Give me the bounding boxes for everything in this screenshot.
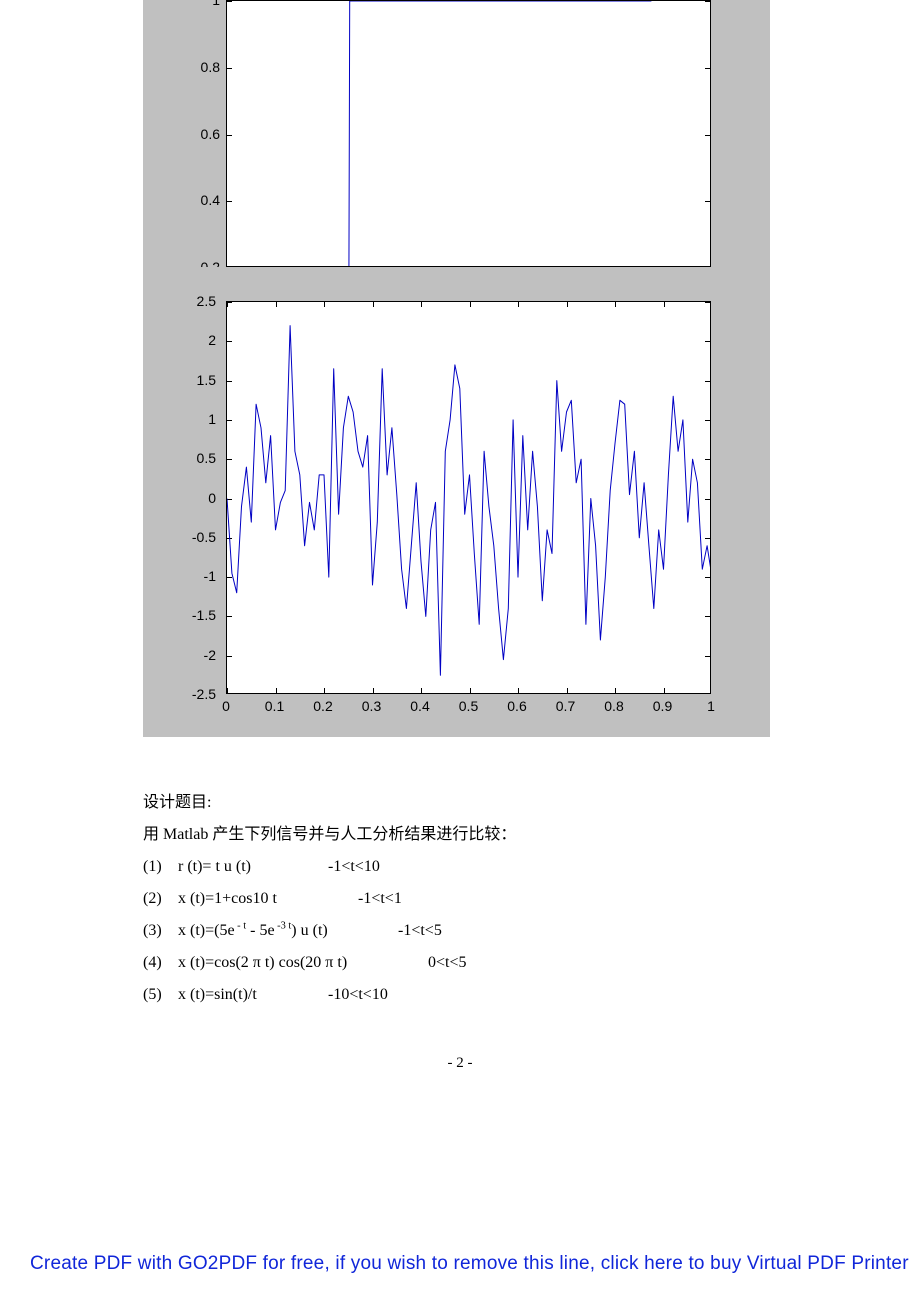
matlab-figure-step: 0.20.40.60.81 bbox=[143, 0, 770, 267]
xtick-label: 0.7 bbox=[551, 698, 581, 714]
xtick-label: 0.9 bbox=[648, 698, 678, 714]
ytick-label: 1.5 bbox=[143, 372, 216, 388]
xtick-label: 0 bbox=[211, 698, 241, 714]
item-range: -10<t<10 bbox=[328, 979, 388, 1011]
ytick-label: -0.5 bbox=[143, 529, 216, 545]
document-page: 0.2 0.4 0.6 0.8 1 -2.5 -2 -1.5 -1 -0.5 0 0.5 1 1.5 2 2… bbox=[0, 0, 920, 1302]
ytick-label: -2 bbox=[143, 647, 216, 663]
ytick-label: 2.5 bbox=[143, 293, 216, 309]
item-equation: x (t)=1+cos10 t bbox=[178, 883, 358, 915]
problem-item: (3)x (t)=(5e - t - 5e -3 t) u (t)-1<t<5 bbox=[143, 915, 770, 947]
problem-item: (5)x (t)=sin(t)/t-10<t<10 bbox=[143, 979, 770, 1011]
item-range: 0<t<5 bbox=[428, 947, 467, 979]
ytick-label: 0.6 bbox=[147, 126, 220, 142]
section-heading: 设计题目: bbox=[143, 787, 770, 819]
xtick-label: 0.2 bbox=[308, 698, 338, 714]
xtick-label: 1 bbox=[696, 698, 726, 714]
ytick-label: 0.5 bbox=[143, 450, 216, 466]
ytick-label: 0.8 bbox=[147, 59, 220, 75]
problem-item: (2)x (t)=1+cos10 t-1<t<1 bbox=[143, 883, 770, 915]
problem-text-block: 设计题目: 用 Matlab 产生下列信号并与人工分析结果进行比较： (1)r … bbox=[143, 787, 770, 1011]
item-range: -1<t<1 bbox=[358, 883, 402, 915]
xtick-label: 0.3 bbox=[357, 698, 387, 714]
ytick-label: 1 bbox=[147, 0, 220, 8]
matlab-figure-noise: -2.5 -2 -1.5 -1 -0.5 0 0.5 1 1.5 2 2.5 0 0.1 0.2 0.3 0.… bbox=[143, 267, 770, 737]
item-number: (2) bbox=[143, 883, 178, 915]
page-number: - 2 - bbox=[0, 1055, 920, 1072]
item-number: (5) bbox=[143, 979, 178, 1011]
item-range: -1<t<5 bbox=[398, 915, 442, 947]
item-equation: x (t)=sin(t)/t bbox=[178, 979, 328, 1011]
item-range: -1<t<10 bbox=[328, 851, 380, 883]
xtick-label: 0.4 bbox=[405, 698, 435, 714]
xtick-label: 0.1 bbox=[260, 698, 290, 714]
item-number: (3) bbox=[143, 915, 178, 947]
ytick-label: -1 bbox=[143, 568, 216, 584]
problem-item: (1)r (t)= t u (t)-1<t<10 bbox=[143, 851, 770, 883]
ytick-label: 0.4 bbox=[147, 192, 220, 208]
plot-area-step bbox=[226, 0, 711, 267]
section-intro: 用 Matlab 产生下列信号并与人工分析结果进行比较： bbox=[143, 819, 770, 851]
ytick-label: 0 bbox=[143, 490, 216, 506]
item-equation: x (t)=cos(2 π t) cos(20 π t) bbox=[178, 947, 428, 979]
item-number: (1) bbox=[143, 851, 178, 883]
plot-area-noise bbox=[226, 301, 711, 694]
item-equation: r (t)= t u (t) bbox=[178, 851, 328, 883]
item-number: (4) bbox=[143, 947, 178, 979]
xtick-label: 0.5 bbox=[454, 698, 484, 714]
ytick-label: -1.5 bbox=[143, 607, 216, 623]
ytick-label: 2 bbox=[143, 332, 216, 348]
xtick-label: 0.8 bbox=[599, 698, 629, 714]
problem-list: (1)r (t)= t u (t)-1<t<10(2)x (t)=1+cos10… bbox=[143, 851, 770, 1011]
pdf-watermark-link[interactable]: Create PDF with GO2PDF for free, if you … bbox=[30, 1253, 909, 1275]
ytick-label: -2.5 bbox=[143, 686, 216, 702]
xtick-label: 0.6 bbox=[502, 698, 532, 714]
ytick-label: 1 bbox=[143, 411, 216, 427]
problem-item: (4)x (t)=cos(2 π t) cos(20 π t)0<t<5 bbox=[143, 947, 770, 979]
item-equation: x (t)=(5e - t - 5e -3 t) u (t) bbox=[178, 915, 398, 947]
